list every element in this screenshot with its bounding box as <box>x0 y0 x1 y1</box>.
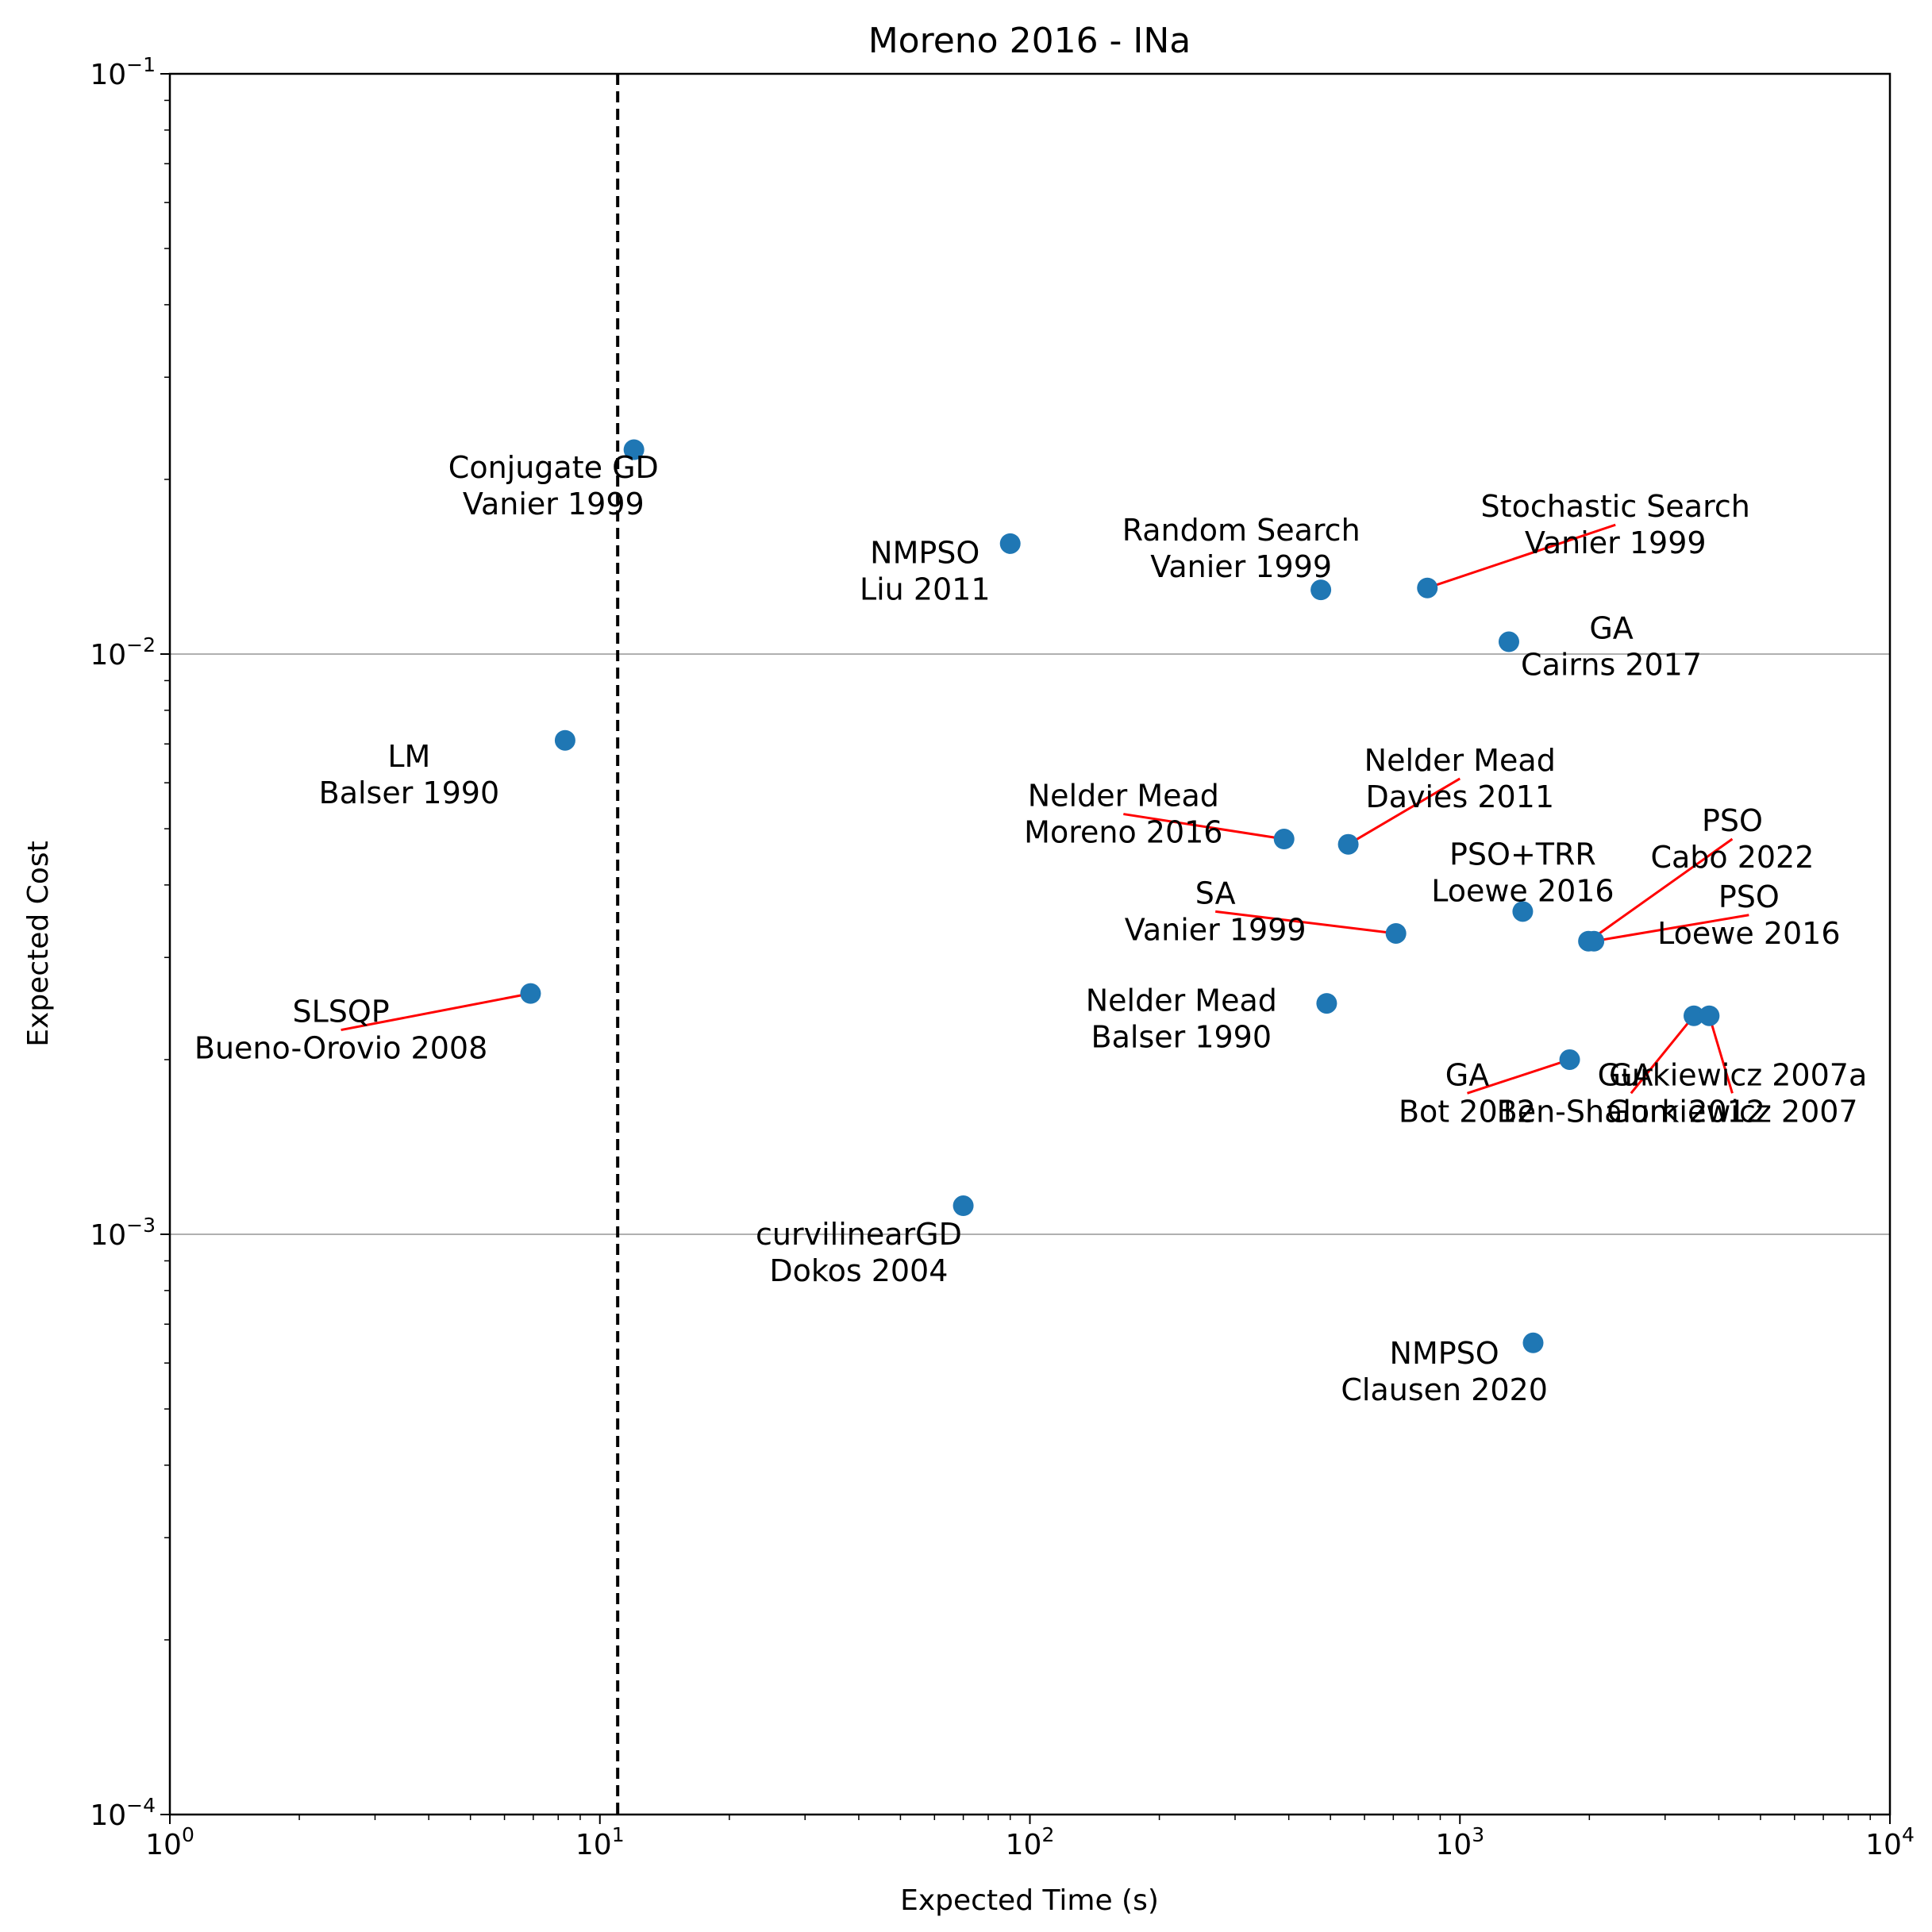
data-point <box>1273 829 1295 850</box>
point-label: Nelder Mead Moreno 2016 <box>1024 779 1222 850</box>
data-point <box>1578 930 1599 952</box>
label-connector <box>1593 914 1749 943</box>
grid-lines <box>170 653 1890 1235</box>
point-label: NMPSO Liu 2011 <box>860 535 991 606</box>
point-label: Gurkiewicz 2007a Gurkiewicz 2007 <box>1598 1057 1868 1129</box>
data-point <box>1512 901 1534 922</box>
label-connector <box>1426 523 1616 590</box>
label-connector <box>1123 813 1284 841</box>
data-point <box>953 1195 974 1217</box>
point-label: PSO Loewe 2016 <box>1657 879 1840 951</box>
data-points <box>520 439 1720 1353</box>
label-connector <box>341 992 531 1032</box>
data-point <box>1417 577 1438 598</box>
point-label: GA Bot 2012 <box>1399 1057 1536 1129</box>
data-point <box>1522 1332 1544 1353</box>
point-label: Random Search Vanier 1999 <box>1122 513 1360 584</box>
data-point <box>999 533 1021 554</box>
y-tick-label: 10−2 <box>90 633 156 672</box>
data-point <box>1310 579 1332 601</box>
chart-title: Moreno 2016 - INa <box>868 21 1191 61</box>
data-point <box>1699 1005 1720 1026</box>
point-label: NMPSO Clausen 2020 <box>1341 1336 1548 1407</box>
point-label: PSO+TRR Loewe 2016 <box>1431 837 1614 908</box>
label-connector <box>1467 1058 1571 1095</box>
point-label: curvilinearGD Dokos 2004 <box>756 1217 962 1288</box>
x-tick-label: 103 <box>1435 1823 1484 1861</box>
label-connector <box>1347 777 1461 845</box>
x-tick-label: 101 <box>575 1823 625 1861</box>
data-point <box>1559 1049 1580 1070</box>
point-labels: Conjugate GD Vanier 1999 LM Balser 1990 SLSQ… <box>194 450 1867 1407</box>
y-tick-label: 10−3 <box>90 1214 156 1252</box>
point-label: SLSQP Bueno-Orovio 2008 <box>194 995 487 1066</box>
data-point <box>1316 993 1337 1014</box>
label-connector <box>1630 1014 1695 1095</box>
data-point <box>554 729 575 751</box>
y-tick-label: 10−1 <box>90 53 156 91</box>
y-axis-label: Expected Cost <box>22 841 55 1046</box>
x-tick-label: 104 <box>1865 1823 1915 1861</box>
y-axis-ticks: 10−4 10−3 10−2 10−1 <box>90 53 170 1832</box>
point-label: GA Ben-Shalom 2012 <box>1497 1057 1765 1129</box>
data-point <box>1498 631 1519 652</box>
data-point <box>520 983 541 1004</box>
label-connector <box>1707 1015 1734 1094</box>
data-point <box>1683 1005 1704 1026</box>
y-tick-label: 10−4 <box>90 1794 156 1832</box>
label-connector <box>1215 910 1396 935</box>
point-label: Stochastic Search Vanier 1999 <box>1481 489 1750 560</box>
point-label: Nelder Mead Balser 1990 <box>1086 983 1277 1055</box>
point-label: SA Vanier 1999 <box>1125 876 1307 947</box>
x-axis-label: Expected Time (s) <box>900 1884 1159 1917</box>
data-point <box>1337 833 1359 855</box>
data-point <box>623 439 645 460</box>
point-label: Conjugate GD Vanier 1999 <box>448 450 659 521</box>
x-axis-ticks: 100 101 102 103 104 <box>145 1815 1915 1861</box>
label-connector <box>1588 837 1734 942</box>
point-label: LM Balser 1990 <box>319 739 500 810</box>
point-label: PSO Cabo 2022 <box>1650 803 1814 875</box>
x-tick-label: 102 <box>1006 1823 1055 1861</box>
point-label: Nelder Mead Davies 2011 <box>1364 743 1556 814</box>
connector-lines <box>341 523 1749 1095</box>
x-tick-label: 100 <box>145 1823 194 1861</box>
point-label: GA Cairns 2017 <box>1521 611 1702 683</box>
data-point <box>1385 922 1407 944</box>
